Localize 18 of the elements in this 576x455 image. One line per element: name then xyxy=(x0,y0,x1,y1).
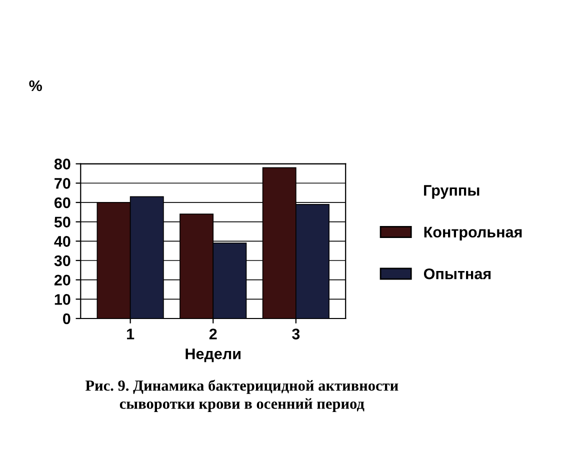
x-tick-label: 3 xyxy=(292,328,300,340)
x-tick-label: 2 xyxy=(209,328,217,340)
y-tick-label: 10 xyxy=(54,294,70,305)
legend-title: Группы xyxy=(424,185,480,199)
y-tick-label: 50 xyxy=(54,216,70,228)
y-axis-title: % xyxy=(29,80,42,92)
y-tick-label: 0 xyxy=(63,313,70,324)
y-tick-label: 60 xyxy=(54,197,70,208)
y-tick-label: 20 xyxy=(54,274,70,286)
x-axis-title: Недели xyxy=(186,348,240,362)
y-tick-label: 30 xyxy=(54,255,70,266)
y-tick-label: 80 xyxy=(54,158,70,170)
legend-label: Контрольная xyxy=(424,226,522,241)
x-tick-label: 1 xyxy=(127,328,134,340)
text: Рис. 9. Динамика бактерицидной активности сыворотки крови в осенний период xyxy=(85,380,398,412)
y-tick-label: 70 xyxy=(54,178,70,189)
y-tick-label: 40 xyxy=(54,236,70,247)
legend-label: Опытная xyxy=(424,268,491,280)
